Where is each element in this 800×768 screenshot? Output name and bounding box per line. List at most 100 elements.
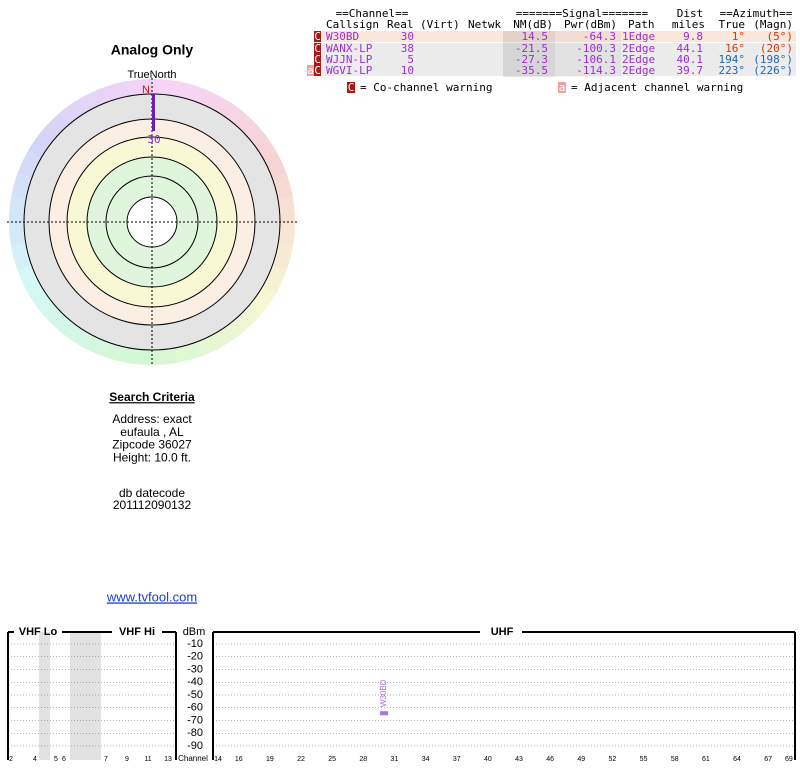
column-header: Pwr(dBm)	[564, 18, 617, 31]
table-cell: (226°)	[753, 64, 793, 77]
unit-label: dBm	[183, 626, 206, 638]
table-cell: 1°	[732, 30, 745, 43]
db-code: 201112090132	[113, 498, 192, 512]
channel-label: 9	[125, 756, 129, 763]
channel-label: 14	[214, 756, 222, 763]
column-header: miles	[672, 18, 705, 31]
vhf-shade	[39, 632, 50, 760]
column-header: Real	[387, 18, 414, 31]
table-cell: 2Edge	[622, 42, 655, 55]
channel-label: 6	[62, 756, 66, 763]
table-cell: W30BD	[326, 30, 359, 43]
group-header: Dist	[677, 7, 704, 20]
dbm-tick-label: -50	[187, 689, 203, 701]
channel-label: 31	[391, 756, 399, 763]
legend-icon-letter: a	[559, 81, 566, 94]
panel-frame	[7, 631, 177, 760]
warning-letter: C	[314, 30, 321, 43]
channel-label: 22	[297, 756, 305, 763]
channel-label: 43	[515, 756, 523, 763]
channel-label: 37	[453, 756, 461, 763]
channel-label: 16	[235, 756, 243, 763]
band-label: VHF Hi	[119, 626, 155, 638]
table-cell: 1Edge	[622, 30, 655, 43]
report-title: Analog Only	[111, 42, 194, 58]
band-label: UHF	[491, 626, 514, 638]
channel-label: 4	[33, 756, 37, 763]
channel-label: 69	[785, 756, 793, 763]
channel-label: 28	[359, 756, 367, 763]
table-cell: 5	[407, 53, 414, 66]
channel-label: 19	[266, 756, 274, 763]
dbm-tick-label: -20	[187, 651, 203, 663]
row-bg	[322, 31, 796, 42]
channel-label: 52	[609, 756, 617, 763]
legend-icon	[347, 82, 355, 93]
table-cell: WJJN-LP	[326, 53, 373, 66]
table-cell: WGVI-LP	[326, 64, 373, 77]
table-cell: (20°)	[760, 42, 793, 55]
channel-label: 58	[671, 756, 679, 763]
group-header: ==Azimuth==	[720, 7, 793, 20]
criteria-line: Zipcode 36027	[112, 438, 192, 452]
axis-label: Channel	[178, 754, 208, 763]
table-cell: 10	[401, 64, 414, 77]
warning-icon	[307, 65, 314, 76]
warning-icon	[314, 43, 321, 54]
row-bg	[322, 65, 796, 76]
channel-label: 46	[546, 756, 554, 763]
channel-label: 34	[422, 756, 430, 763]
spectrum-chart: -10-20-30-40-50-60-70-80-90 VHF Lo VHF Hi U…	[7, 626, 796, 763]
dbm-tick-label: -10	[187, 638, 203, 650]
warning-letter: C	[314, 42, 321, 55]
column-header: Callsign	[326, 18, 379, 31]
table-cell: 223°	[719, 64, 746, 77]
channel-label: 40	[484, 756, 492, 763]
polar-plot: N 30	[7, 78, 297, 366]
table-cell: -35.5	[515, 64, 548, 77]
table-cell: -21.5	[515, 42, 548, 55]
group-header: ==Channel==	[336, 7, 409, 20]
warning-icon	[314, 65, 321, 76]
criteria-line: Height: 10.0 ft.	[113, 450, 191, 464]
table-cell: 16°	[725, 42, 745, 55]
legend-icon-letter: C	[348, 81, 355, 94]
legend-text: = Adjacent channel warning	[571, 81, 743, 94]
legend-text: = Co-channel warning	[360, 81, 492, 94]
column-header: NM(dB)	[513, 18, 553, 31]
signal-bar	[152, 94, 155, 131]
channel-label: 64	[733, 756, 741, 763]
table-cell: (5°)	[767, 30, 794, 43]
channel-label: 55	[640, 756, 648, 763]
table-cell: (198°)	[753, 53, 793, 66]
channel-label: 61	[702, 756, 710, 763]
table-cell: 38	[401, 42, 414, 55]
warning-icon	[314, 54, 321, 65]
column-header: (Magn)	[753, 18, 793, 31]
dbm-tick-label: -80	[187, 727, 203, 739]
site-link[interactable]: www.tvfool.com	[106, 589, 197, 604]
dbm-tick-label: -30	[187, 663, 203, 675]
table-cell: -64.3	[583, 30, 616, 43]
channel-label: 67	[764, 756, 772, 763]
station-label: W30BD	[379, 679, 388, 707]
channel-label: 49	[577, 756, 585, 763]
warning-icon	[314, 31, 321, 42]
channel-label: 5	[54, 756, 58, 763]
search-title: Search Criteria	[109, 390, 195, 404]
band-label: VHF Lo	[19, 626, 58, 638]
dbm-tick-label: -90	[187, 740, 203, 752]
north-label: TrueNorth	[127, 69, 176, 81]
station-marker	[380, 711, 389, 716]
warning-letter: C	[314, 53, 321, 66]
table-cell: 39.7	[677, 64, 704, 77]
table-cell: WANX-LP	[326, 42, 373, 55]
dbm-tick-label: -70	[187, 714, 203, 726]
vhf-shade	[70, 632, 101, 760]
table-cell: 194°	[719, 53, 746, 66]
criteria-line: Address: exact	[112, 412, 192, 426]
dbm-tick-label: -40	[187, 676, 203, 688]
row-bg	[322, 54, 796, 65]
